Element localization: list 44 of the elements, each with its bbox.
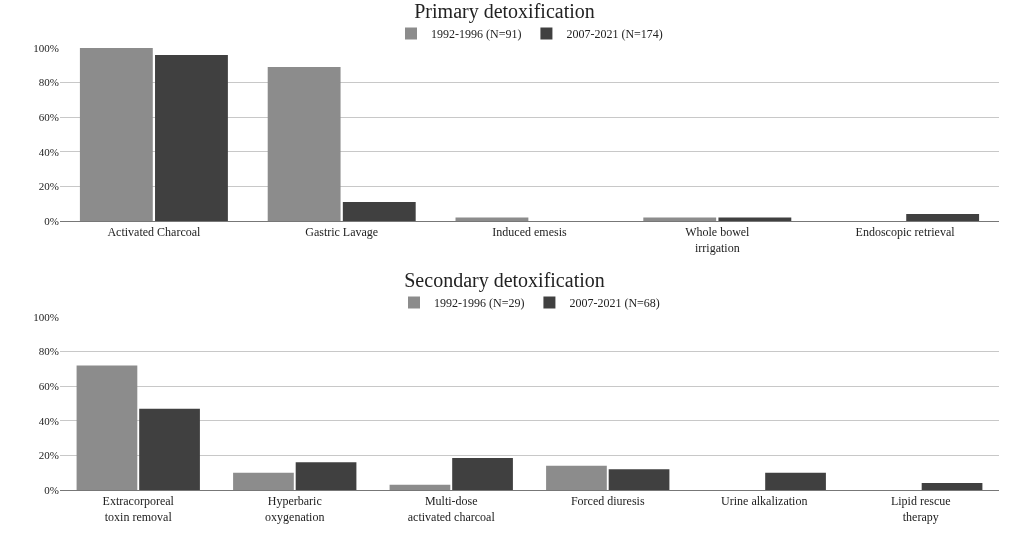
bar bbox=[921, 483, 983, 490]
bar bbox=[452, 458, 513, 490]
legend-label: 2007-2021 (N=174) bbox=[566, 27, 663, 42]
y-tick-label: 100% bbox=[33, 41, 59, 54]
bar bbox=[906, 214, 980, 221]
bar bbox=[155, 54, 228, 221]
x-tick-label: Hyperbaric oxygenation bbox=[265, 494, 325, 524]
bar bbox=[342, 201, 416, 221]
y-tick-label: 60% bbox=[38, 111, 59, 124]
y-tick-label: 40% bbox=[38, 414, 59, 427]
x-tick-label: Gastric Lavage bbox=[305, 225, 379, 240]
bar bbox=[139, 408, 200, 490]
x-tick-label: Activated Charcoal bbox=[107, 225, 202, 240]
legend-label: 2007-2021 (N=68) bbox=[569, 296, 660, 311]
bar bbox=[233, 472, 294, 490]
y-tick-label: 0% bbox=[44, 214, 59, 227]
bar bbox=[608, 469, 670, 490]
y-tick-label: 20% bbox=[38, 449, 59, 462]
y-tick-label: 100% bbox=[33, 310, 59, 323]
bar bbox=[267, 67, 341, 221]
chart-title: Primary detoxification bbox=[414, 0, 595, 24]
x-tick-label: Induced emesis bbox=[492, 225, 567, 240]
bar bbox=[76, 365, 138, 490]
legend-label: 1992-1996 (N=29) bbox=[434, 296, 525, 311]
x-tick-label: Whole bowel irrigation bbox=[685, 225, 751, 255]
y-tick-label: 80% bbox=[38, 345, 59, 358]
y-tick-label: 20% bbox=[38, 180, 59, 193]
chart-title: Secondary detoxification bbox=[404, 269, 605, 293]
y-tick-label: 0% bbox=[44, 483, 59, 496]
bar bbox=[765, 472, 826, 490]
x-tick-label: Multi-dose activated charcoal bbox=[407, 494, 496, 524]
x-tick-label: Extracorporeal toxin removal bbox=[102, 494, 175, 524]
bar bbox=[546, 465, 607, 490]
y-tick-label: 60% bbox=[38, 380, 59, 393]
bar bbox=[389, 484, 451, 490]
x-tick-label: Forced diuresis bbox=[570, 494, 645, 509]
x-tick-label: Urine alkalization bbox=[721, 494, 808, 509]
y-tick-label: 40% bbox=[38, 145, 59, 158]
bar bbox=[295, 462, 357, 490]
y-tick-label: 80% bbox=[38, 76, 59, 89]
legend-label: 1992-1996 (N=91) bbox=[431, 27, 522, 42]
bar bbox=[79, 48, 153, 221]
x-tick-label: Lipid rescue therapy bbox=[890, 494, 951, 524]
x-tick-label: Endoscopic retrieval bbox=[855, 225, 956, 240]
